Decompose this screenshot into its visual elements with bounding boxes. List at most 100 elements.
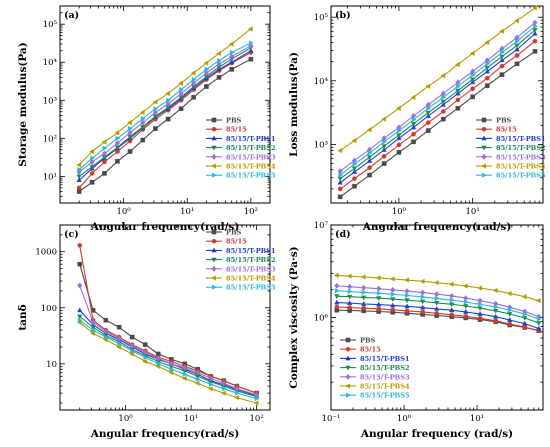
- legend-label: 85/15/T-PBS4: [226, 275, 276, 283]
- data-point: [129, 342, 135, 349]
- series-line-6: [339, 7, 536, 152]
- series-line-5: [79, 285, 257, 396]
- x-axis-title: Angular frequency(rad/s): [90, 221, 240, 233]
- data-point: [235, 390, 240, 396]
- data-point: [440, 109, 446, 114]
- data-point: [532, 30, 538, 36]
- data-point: [168, 369, 174, 376]
- y-tick-label: 10⁷: [314, 221, 329, 231]
- data-point: [90, 325, 96, 331]
- data-point: [390, 297, 396, 303]
- data-point: [426, 105, 432, 111]
- data-point: [208, 381, 214, 388]
- data-point: [169, 366, 175, 372]
- series-line-6: [78, 28, 252, 166]
- data-point: [514, 18, 519, 24]
- data-point: [207, 386, 213, 392]
- data-point: [155, 355, 161, 362]
- legend-label: 85/15: [226, 126, 247, 134]
- data-point: [253, 400, 259, 406]
- data-point: [536, 316, 542, 322]
- legend-marker: [345, 373, 351, 380]
- data-point: [346, 273, 352, 279]
- data-point: [404, 308, 410, 314]
- data-point: [411, 139, 416, 145]
- legend-marker: [211, 265, 217, 272]
- data-point: [381, 154, 387, 159]
- data-point: [76, 185, 82, 191]
- data-point: [396, 133, 402, 139]
- data-point: [103, 328, 109, 335]
- legend-label: 85/15: [496, 126, 517, 134]
- data-point: [155, 351, 161, 357]
- panel-label: (d): [335, 229, 351, 240]
- legend-label: PBS: [360, 337, 376, 345]
- legend-label: 85/15/T-PBS2: [226, 256, 276, 264]
- data-point: [208, 375, 214, 382]
- series-line-7: [339, 25, 536, 176]
- data-point: [434, 305, 440, 311]
- data-point: [204, 84, 209, 89]
- data-point: [337, 179, 343, 185]
- x-axis-title: Angular frequency(rad/s): [362, 221, 512, 233]
- data-point: [522, 316, 528, 321]
- legend-marker: [212, 172, 217, 178]
- legend-label: 85/15: [226, 238, 247, 246]
- data-point: [440, 73, 446, 79]
- data-point: [493, 318, 498, 324]
- data-point: [115, 158, 120, 164]
- data-point: [434, 300, 440, 306]
- legend-label: 85/15/T-PBS2: [226, 144, 276, 152]
- data-point: [361, 289, 367, 296]
- y-tick-label: 10⁵: [43, 20, 58, 30]
- data-point: [397, 127, 402, 134]
- data-point: [404, 303, 410, 309]
- data-point: [114, 130, 120, 136]
- data-point: [514, 46, 520, 52]
- data-point: [499, 72, 505, 77]
- data-point: [334, 304, 340, 310]
- data-point: [228, 41, 234, 47]
- series-line-5: [78, 45, 252, 173]
- series-line-2: [78, 52, 252, 189]
- data-point: [101, 150, 108, 157]
- data-point: [102, 145, 108, 151]
- data-point: [229, 53, 235, 60]
- y-tick-label: 1000: [35, 248, 57, 258]
- data-point: [216, 50, 221, 57]
- y-axis-title: Complex viscosity (Pa·s): [288, 246, 300, 388]
- y-tick-label: 100: [41, 304, 57, 314]
- x-axis-title: Angular frequency (rad/s): [360, 428, 513, 440]
- legend-marker: [211, 153, 217, 160]
- data-point: [434, 295, 440, 302]
- legend-label: 85/15/T-PBS5: [360, 392, 410, 400]
- data-point: [455, 88, 461, 94]
- data-point: [410, 94, 416, 100]
- data-point: [233, 394, 239, 401]
- data-point: [203, 60, 209, 66]
- legend-marker: [481, 135, 487, 141]
- x-tick-label: 10⁰: [397, 414, 412, 424]
- data-point: [195, 376, 201, 382]
- data-point: [470, 72, 476, 78]
- data-point: [221, 380, 227, 387]
- legend-label: 85/15/T-PBS3: [496, 153, 546, 161]
- data-point: [221, 386, 227, 392]
- data-point: [381, 161, 387, 166]
- data-point: [139, 109, 145, 116]
- data-point: [463, 308, 469, 314]
- x-tick-label: 10¹: [180, 207, 194, 217]
- y-tick-label: 10³: [43, 96, 57, 106]
- data-point: [396, 150, 402, 155]
- data-point: [337, 186, 343, 192]
- data-point: [411, 131, 416, 137]
- data-point: [129, 351, 134, 357]
- legend-marker: [211, 163, 216, 169]
- data-point: [470, 86, 475, 92]
- data-point: [514, 53, 520, 58]
- data-point: [102, 159, 107, 165]
- data-point: [381, 144, 387, 150]
- data-point: [152, 109, 158, 116]
- data-point: [89, 171, 95, 176]
- data-point: [463, 314, 469, 319]
